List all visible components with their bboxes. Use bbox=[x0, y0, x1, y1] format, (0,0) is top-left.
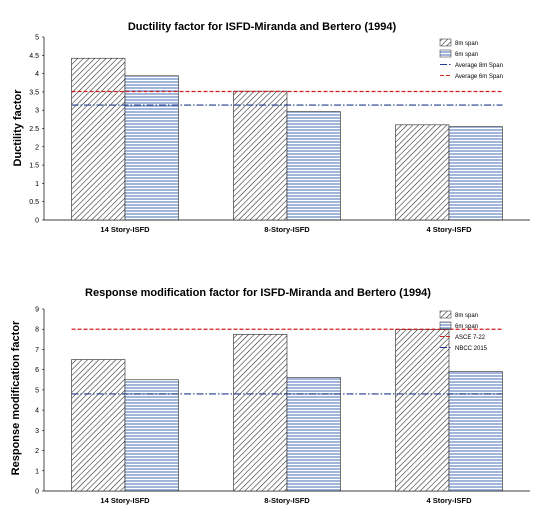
legend-swatch bbox=[439, 321, 452, 330]
reference-lines bbox=[71, 328, 503, 395]
y-tick-label: 0 bbox=[35, 218, 39, 225]
x-tick-label: 8-Story-ISFD bbox=[264, 225, 310, 234]
bar-series-2 bbox=[124, 75, 179, 221]
legend-label: 8m span bbox=[455, 41, 478, 47]
y-axis-label: Ductility factor bbox=[12, 89, 24, 167]
ductility-chart: Ductility factor for ISFD-Miranda and Be… bbox=[12, 21, 530, 234]
y-tick-label: 3 bbox=[35, 428, 39, 435]
legend-label: Average 8m Span bbox=[455, 63, 503, 69]
bars bbox=[71, 57, 503, 221]
bar-series-2 bbox=[448, 126, 503, 221]
reference-lines bbox=[71, 90, 503, 106]
bar-series-2 bbox=[286, 111, 341, 221]
legend: 8m span 6m span ASCE 7-22 NBCC 2015 bbox=[439, 310, 488, 352]
x-tick-label: 14 Story-ISFD bbox=[100, 496, 150, 505]
x-tick-label: 8-Story-ISFD bbox=[264, 496, 310, 505]
bar-series-1 bbox=[233, 90, 288, 221]
y-tick-label: 2.5 bbox=[29, 126, 39, 133]
y-tick-label: 5 bbox=[35, 387, 39, 394]
category-labels: 14 Story-ISFD 8-Story-ISFD 4 Story-ISFD bbox=[100, 496, 472, 505]
y-tick-label: 2 bbox=[35, 144, 39, 151]
y-tick-label: 5 bbox=[35, 35, 39, 42]
legend: 8m span 6m span Average 8m Span Average 6m … bbox=[439, 38, 503, 80]
x-tick-label: 14 Story-ISFD bbox=[100, 225, 150, 234]
y-axis-label: Response modification factor bbox=[10, 320, 22, 475]
bar-series-1 bbox=[71, 57, 126, 221]
bar-series-2 bbox=[448, 371, 503, 492]
legend-swatch bbox=[439, 38, 452, 47]
y-tick-label: 1.5 bbox=[29, 163, 39, 170]
legend-label: 6m span bbox=[455, 324, 478, 330]
y-tick-label: 7 bbox=[35, 347, 39, 354]
response-modification-chart: Response modification factor for ISFD-Mi… bbox=[10, 287, 530, 505]
bar-series-1 bbox=[71, 359, 126, 492]
y-tick-label: 2 bbox=[35, 448, 39, 455]
y-tick-label: 4 bbox=[35, 71, 39, 78]
y-tick-label: 4 bbox=[35, 408, 39, 415]
legend-label: 8m span bbox=[455, 313, 478, 319]
y-tick-label: 6 bbox=[35, 367, 39, 374]
bar-series-2 bbox=[286, 377, 341, 492]
y-tick-label: 3 bbox=[35, 108, 39, 115]
x-tick-label: 4 Story-ISFD bbox=[426, 225, 472, 234]
legend-label: 6m span bbox=[455, 52, 478, 58]
chart-title: Ductility factor for ISFD-Miranda and Be… bbox=[128, 21, 397, 33]
y-tick-label: 4.5 bbox=[29, 53, 39, 60]
y-tick-label: 8 bbox=[35, 327, 39, 334]
y-tick-label: 0 bbox=[35, 489, 39, 496]
category-labels: 14 Story-ISFD 8-Story-ISFD 4 Story-ISFD bbox=[100, 225, 472, 234]
chart-title: Response modification factor for ISFD-Mi… bbox=[85, 287, 431, 299]
legend-swatch bbox=[439, 49, 452, 58]
y-tick-label: 9 bbox=[35, 307, 39, 314]
y-tick-label: 0.5 bbox=[29, 199, 39, 206]
x-tick-label: 4 Story-ISFD bbox=[426, 496, 472, 505]
y-tick-label: 3.5 bbox=[29, 89, 39, 96]
bar-series-2 bbox=[124, 379, 179, 492]
legend-label: Average 6m Span bbox=[455, 74, 503, 80]
y-tick-label: 1 bbox=[35, 181, 39, 188]
legend-label: NBCC 2015 bbox=[455, 346, 488, 352]
legend-label: ASCE 7-22 bbox=[455, 335, 486, 341]
y-tick-label: 1 bbox=[35, 468, 39, 475]
bar-series-1 bbox=[233, 333, 288, 492]
legend-swatch bbox=[439, 310, 452, 319]
bars bbox=[71, 329, 503, 492]
bar-series-1 bbox=[395, 124, 450, 221]
bar-series-1 bbox=[395, 329, 450, 492]
